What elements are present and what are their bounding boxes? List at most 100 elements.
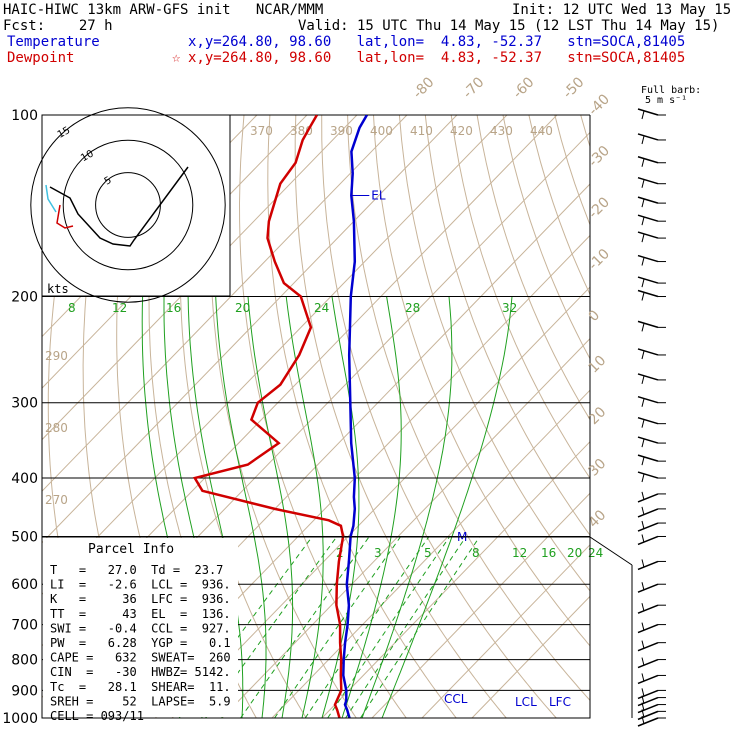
dry-adiabat	[209, 115, 357, 718]
wind-barb	[637, 535, 659, 546]
isotherm-line	[42, 115, 458, 544]
wind-barb-flag	[641, 491, 645, 501]
pressure-tick-label: 300	[11, 396, 38, 412]
parcel-row: T = 27.0 Td = 23.7	[50, 563, 223, 577]
wind-barb	[637, 604, 659, 614]
legend-dewpoint-info: x,y=264.80, 98.60 lat,lon= 4.83, -52.37 …	[188, 50, 686, 66]
wind-barb	[637, 436, 659, 444]
theta-label: 410	[410, 124, 433, 138]
dry-adiabat	[554, 115, 590, 227]
parcel-row: TT = 43 EL = 136.	[50, 607, 231, 621]
theta-label: 430	[490, 124, 513, 138]
theta-label: 370	[250, 124, 273, 138]
dry-adiabat	[373, 115, 590, 647]
wind-barb-flag	[641, 622, 645, 631]
parcel-row: CAPE = 632 SWEAT= 260	[50, 651, 231, 665]
mixing-ratio-line	[345, 536, 467, 718]
parcel-row: SREH = 52 LAPSE= 5.9	[50, 694, 231, 708]
hodograph-ring	[30, 107, 226, 303]
wind-barb-flag	[641, 278, 645, 288]
lfc-label: LFC	[549, 695, 571, 709]
wind-barb-flag	[641, 673, 645, 682]
wind-barb-flag	[641, 375, 645, 385]
dry-adiabat	[424, 115, 590, 536]
wind-barb	[637, 395, 659, 404]
hodograph-ring-label: 15	[56, 125, 73, 141]
wind-barb-flag	[641, 179, 645, 188]
pressure-tick-label: 400	[11, 471, 38, 487]
wind-barb	[637, 717, 659, 727]
wind-barb	[637, 320, 659, 329]
theta-label-left: 290	[45, 349, 68, 363]
isotherm-line	[42, 115, 408, 492]
pressure-tick-label: 700	[11, 618, 38, 634]
barb-legend-line1: Full barb:	[641, 85, 702, 96]
skew-edge	[589, 536, 633, 566]
theta-label-left: 280	[45, 421, 68, 435]
theta-e-label: 32	[502, 301, 517, 315]
theta-label: 440	[530, 124, 553, 138]
hodograph-segment-top	[45, 184, 57, 213]
wind-barb	[637, 289, 659, 298]
wind-barb	[637, 348, 659, 356]
wind-barb	[637, 696, 659, 707]
isotherm-line	[471, 595, 590, 718]
wind-barb-flag	[641, 534, 645, 543]
dry-adiabat	[238, 115, 407, 718]
pressure-tick-label: 800	[11, 653, 38, 669]
wind-barb-flag	[641, 657, 645, 666]
pressure-tick-label: 200	[11, 290, 38, 306]
wind-barbs	[637, 108, 666, 727]
isotherm-line	[42, 115, 508, 596]
wind-barb-flag	[641, 158, 645, 167]
dry-adiabat	[476, 115, 590, 421]
header-model-line: HAIC-HIWC 13km ARW-GFS init NCAR/MMM	[3, 2, 324, 18]
theta-label: 400	[370, 124, 393, 138]
ccl-label: CCL	[444, 692, 468, 706]
isotherm-label: -50	[560, 74, 587, 101]
sounding-profiles	[192, 115, 368, 718]
theta-e-label: 8	[68, 301, 76, 315]
wind-barb	[637, 454, 659, 462]
wind-barb-flag	[641, 709, 645, 718]
pressure-tick-label: 100	[11, 108, 38, 124]
dry-adiabat	[633, 115, 740, 731]
mixing-ratio-line	[304, 536, 430, 718]
mixing-ratio-label: 8	[472, 546, 480, 560]
wind-barb	[637, 471, 659, 479]
legend-temperature-info: x,y=264.80, 98.60 lat,lon= 4.83, -52.37 …	[188, 34, 686, 50]
pressure-tick-label: 600	[11, 577, 38, 593]
barb-legend-line2: 5 m s⁻¹	[645, 95, 688, 106]
theta-label-left: 270	[45, 493, 68, 507]
isotherm-line	[171, 286, 590, 718]
hodograph-ring	[62, 139, 194, 271]
wind-barb-flag	[641, 110, 645, 120]
parcel-row: Tc = 28.1 SHEAR= 11.	[50, 680, 231, 694]
isotherm-line	[421, 544, 590, 718]
wind-barb-flag	[641, 323, 645, 332]
header-init-time: Init: 12 UTC Wed 13 May 15	[512, 2, 732, 18]
pressure-tick-labels: 100 200 300 400 500 600 700 800 900 1000	[2, 108, 38, 727]
hodograph-units: kts	[47, 282, 69, 296]
pressure-tick-label: 900	[11, 683, 38, 699]
hodograph-trace	[49, 166, 189, 247]
parcel-row: PW = 6.28 YGP = 0.1	[50, 636, 231, 650]
wind-barb	[637, 703, 659, 714]
parcel-row: CELL = 093/11	[50, 709, 144, 723]
theta-label: 420	[450, 124, 473, 138]
mixing-ratio-label: 3	[374, 546, 382, 560]
isotherm-label: 40	[586, 507, 610, 531]
wind-barb-flag	[641, 198, 645, 208]
isotherm-line	[371, 492, 590, 718]
wind-barb-flag	[641, 257, 645, 266]
profile-dewpoint	[192, 115, 345, 718]
header-forecast-hour: Fcst: 27 h	[3, 18, 113, 34]
wind-barb	[637, 522, 659, 532]
parcel-row: K = 36 LFC = 936.	[50, 592, 231, 606]
wind-barb-flag	[641, 715, 645, 725]
wind-barb-flag	[641, 233, 645, 243]
parcel-title: Parcel Info	[88, 542, 174, 557]
theta-e-label: 16	[166, 301, 181, 315]
wind-barb	[637, 214, 659, 222]
